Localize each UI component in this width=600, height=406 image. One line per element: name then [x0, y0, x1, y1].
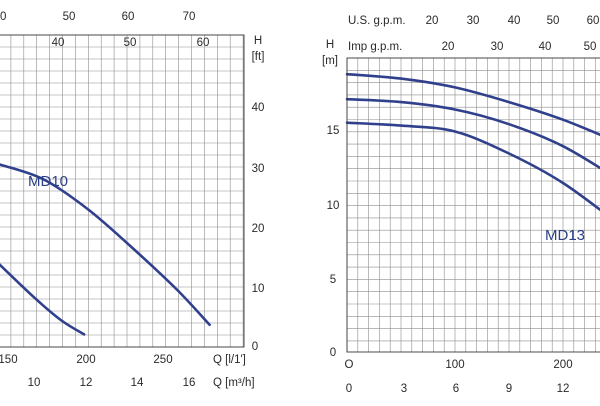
q-bottom2-tick: 6 — [453, 383, 459, 395]
imp-gpm-tick: 30 — [491, 41, 504, 53]
right-axis-tick: 40 — [252, 102, 265, 114]
q-ls-axis-label: Q [l/1'] — [213, 354, 246, 366]
left-axis-tick: 0 — [330, 347, 336, 359]
q-ls-tick: 200 — [76, 354, 95, 366]
left-plot-frame — [0, 34, 245, 348]
q-m3h-tick: 14 — [131, 377, 144, 389]
left-axis-tick: 15 — [327, 125, 340, 137]
right-axis-tick: 30 — [252, 163, 265, 175]
right-chart: U.S. g.p.m. 20 30 40 50 60 Imp g.p.m. 20… — [322, 15, 600, 395]
top-scale-b-tick: 50 — [124, 37, 137, 49]
imp-gpm-tick: 20 — [442, 41, 455, 53]
q-m3h-tick: 12 — [80, 377, 93, 389]
left-chart-grid — [0, 34, 244, 348]
q-ls-tick: 150 — [0, 354, 18, 366]
us-gpm-label: U.S. g.p.m. — [348, 15, 406, 27]
q-bottom1-tick: 100 — [445, 359, 464, 371]
md13-middle-curve — [345, 97, 600, 170]
q-bottom2-tick: 0 — [346, 383, 352, 395]
imp-gpm-label: Imp g.p.m. — [348, 41, 402, 53]
right-axis-tick: 10 — [252, 283, 265, 295]
imp-gpm-tick: 50 — [584, 41, 597, 53]
left-axis-tick: 5 — [330, 274, 336, 286]
q-m3h-tick: 16 — [183, 377, 196, 389]
right-axis-tick: 0 — [252, 341, 258, 353]
q-m3h-axis-label: Q [m³/h] — [213, 377, 255, 389]
q-m3h-tick: 10 — [28, 377, 41, 389]
top-scale-a-tick: 40 — [0, 11, 6, 23]
secondary-curve — [0, 263, 86, 336]
q-bottom1-tick: O — [345, 359, 354, 371]
q-bottom2-tick: 9 — [506, 383, 512, 395]
top-scale-b-tick: 60 — [197, 37, 210, 49]
left-chart-curves — [0, 163, 211, 336]
right-axis-name: H — [254, 35, 262, 47]
top-scale-b-tick: 40 — [52, 37, 65, 49]
right-chart-grid — [346, 57, 600, 352]
md13-top-curve — [345, 72, 600, 137]
q-bottom2-tick: 3 — [401, 383, 407, 395]
q-bottom2-tick: 12 — [557, 383, 570, 395]
us-gpm-tick: 20 — [426, 15, 439, 27]
imp-gpm-tick: 40 — [539, 41, 552, 53]
top-scale-a-tick: 70 — [183, 11, 196, 23]
series-label-md13: MD13 — [545, 227, 585, 244]
us-gpm-tick: 30 — [467, 15, 480, 27]
left-axis-unit: [m] — [322, 55, 338, 67]
left-axis-tick: 10 — [327, 200, 340, 212]
left-chart: 40 50 60 70 40 50 60 H [ft] 40 30 20 10 … — [0, 11, 264, 389]
top-scale-a-tick: 60 — [122, 11, 135, 23]
us-gpm-tick: 60 — [587, 15, 600, 27]
right-plot-frame — [346, 57, 600, 353]
q-ls-tick: 250 — [153, 354, 172, 366]
left-axis-name: H — [326, 39, 334, 51]
q-bottom1-tick: 200 — [553, 359, 572, 371]
right-axis-tick: 20 — [252, 223, 265, 235]
md10-curve — [0, 163, 211, 327]
top-scale-a-tick: 50 — [63, 11, 76, 23]
right-chart-curves — [345, 72, 600, 212]
md13-curve — [345, 121, 600, 212]
us-gpm-tick: 40 — [508, 15, 521, 27]
series-label-md10: MD10 — [28, 173, 68, 190]
us-gpm-tick: 50 — [547, 15, 560, 27]
right-axis-unit: [ft] — [252, 51, 265, 63]
